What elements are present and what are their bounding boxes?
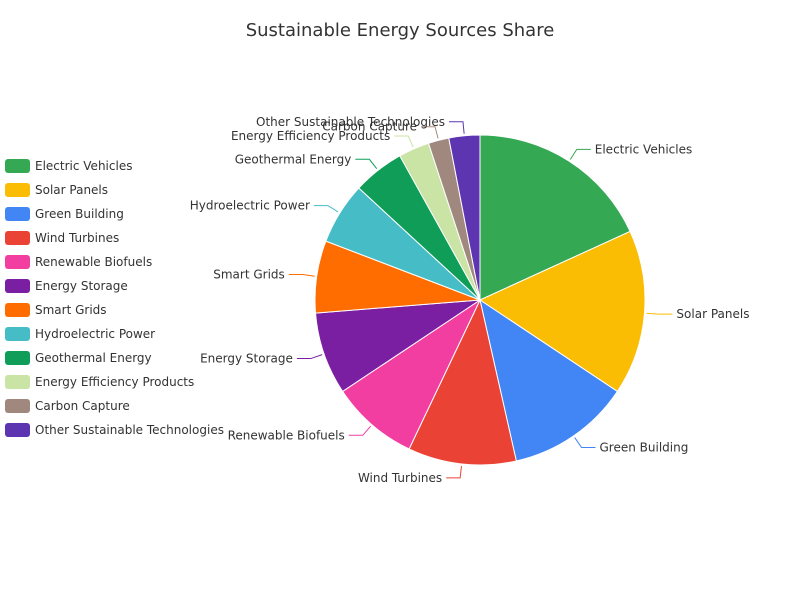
slice-label-geothermal-energy: Geothermal Energy — [235, 152, 352, 166]
slice-label-solar-panels: Solar Panels — [676, 307, 749, 321]
slice-label-smart-grids: Smart Grids — [213, 268, 285, 282]
legend-swatch-renewable-biofuels[interactable] — [5, 255, 30, 269]
slice-label-wind-turbines: Wind Turbines — [358, 471, 442, 485]
legend-label-other-sustainable-technologies[interactable]: Other Sustainable Technologies — [35, 423, 224, 437]
legend-label-hydroelectric-power[interactable]: Hydroelectric Power — [35, 327, 155, 341]
label-leader-line-wind-turbines — [446, 465, 462, 479]
label-leader-line-geothermal-energy — [355, 158, 378, 170]
pie-slice-wind-turbines[interactable] — [408, 298, 517, 466]
legend-swatch-carbon-capture[interactable] — [5, 399, 30, 413]
legend-swatch-green-building[interactable] — [5, 207, 30, 221]
label-leader-line-energy-storage — [296, 354, 323, 360]
pie-slice-solar-panels[interactable] — [478, 230, 646, 393]
legend-swatch-smart-grids[interactable] — [5, 303, 30, 317]
slice-label-electric-vehicles: Electric Vehicles — [595, 142, 692, 156]
slice-label-carbon-capture: Carbon Capture — [322, 120, 417, 134]
legend-label-renewable-biofuels[interactable]: Renewable Biofuels — [35, 255, 152, 269]
label-leader-line-electric-vehicles — [569, 148, 591, 160]
legend-label-electric-vehicles[interactable]: Electric Vehicles — [35, 159, 132, 173]
legend-swatch-hydroelectric-power[interactable] — [5, 327, 30, 341]
slice-label-energy-efficiency-products: Energy Efficiency Products — [231, 129, 390, 143]
legend-label-smart-grids[interactable]: Smart Grids — [35, 303, 107, 317]
legend-label-geothermal-energy[interactable]: Geothermal Energy — [35, 351, 152, 365]
legend-swatch-geothermal-energy[interactable] — [5, 351, 30, 365]
chart-title: Sustainable Energy Sources Share — [245, 20, 555, 41]
slice-labels: Electric Vehicles Solar Panels Green Build… — [190, 115, 750, 485]
legend-label-wind-turbines[interactable]: Wind Turbines — [35, 231, 119, 245]
pie-slice-electric-vehicles[interactable] — [479, 134, 631, 301]
pie-slice-other-sustainable-technologies[interactable] — [448, 134, 481, 301]
slice-label-green-building: Green Building — [600, 440, 689, 454]
label-leader-line-renewable-biofuels — [348, 425, 372, 436]
legend-label-carbon-capture[interactable]: Carbon Capture — [35, 399, 130, 413]
legend: Electric Vehicles Solar Panels Green Build… — [5, 159, 224, 437]
legend-label-energy-storage[interactable]: Energy Storage — [35, 279, 128, 293]
label-leader-line-carbon-capture — [421, 126, 439, 139]
label-leader-line-green-building — [574, 437, 596, 448]
legend-swatch-energy-efficiency-products[interactable] — [5, 375, 30, 389]
legend-label-energy-efficiency-products[interactable]: Energy Efficiency Products — [35, 375, 194, 389]
slice-label-other-sustainable-technologies: Other Sustainable Technologies — [256, 115, 445, 129]
legend-swatch-wind-turbines[interactable] — [5, 231, 30, 245]
label-leader-line-smart-grids — [288, 274, 315, 277]
pie-slice-renewable-biofuels[interactable] — [341, 298, 482, 450]
label-leader-line-energy-efficiency-products — [394, 135, 414, 148]
pie-slices — [314, 134, 646, 466]
legend-label-green-building[interactable]: Green Building — [35, 207, 124, 221]
label-leader-line-solar-panels — [646, 312, 673, 315]
legend-swatch-solar-panels[interactable] — [5, 183, 30, 197]
legend-swatch-energy-storage[interactable] — [5, 279, 30, 293]
legend-swatch-other-sustainable-technologies[interactable] — [5, 423, 30, 437]
slice-label-energy-storage: Energy Storage — [200, 352, 293, 366]
legend-label-solar-panels[interactable]: Solar Panels — [35, 183, 108, 197]
pie-slice-green-building[interactable] — [479, 298, 619, 462]
slice-label-renewable-biofuels: Renewable Biofuels — [228, 428, 345, 442]
slice-label-hydroelectric-power: Hydroelectric Power — [190, 199, 310, 213]
label-leader-line-other-sustainable-technologies — [448, 121, 465, 134]
label-leader-line-hydroelectric-power — [313, 205, 339, 213]
legend-swatch-electric-vehicles[interactable] — [5, 159, 30, 173]
